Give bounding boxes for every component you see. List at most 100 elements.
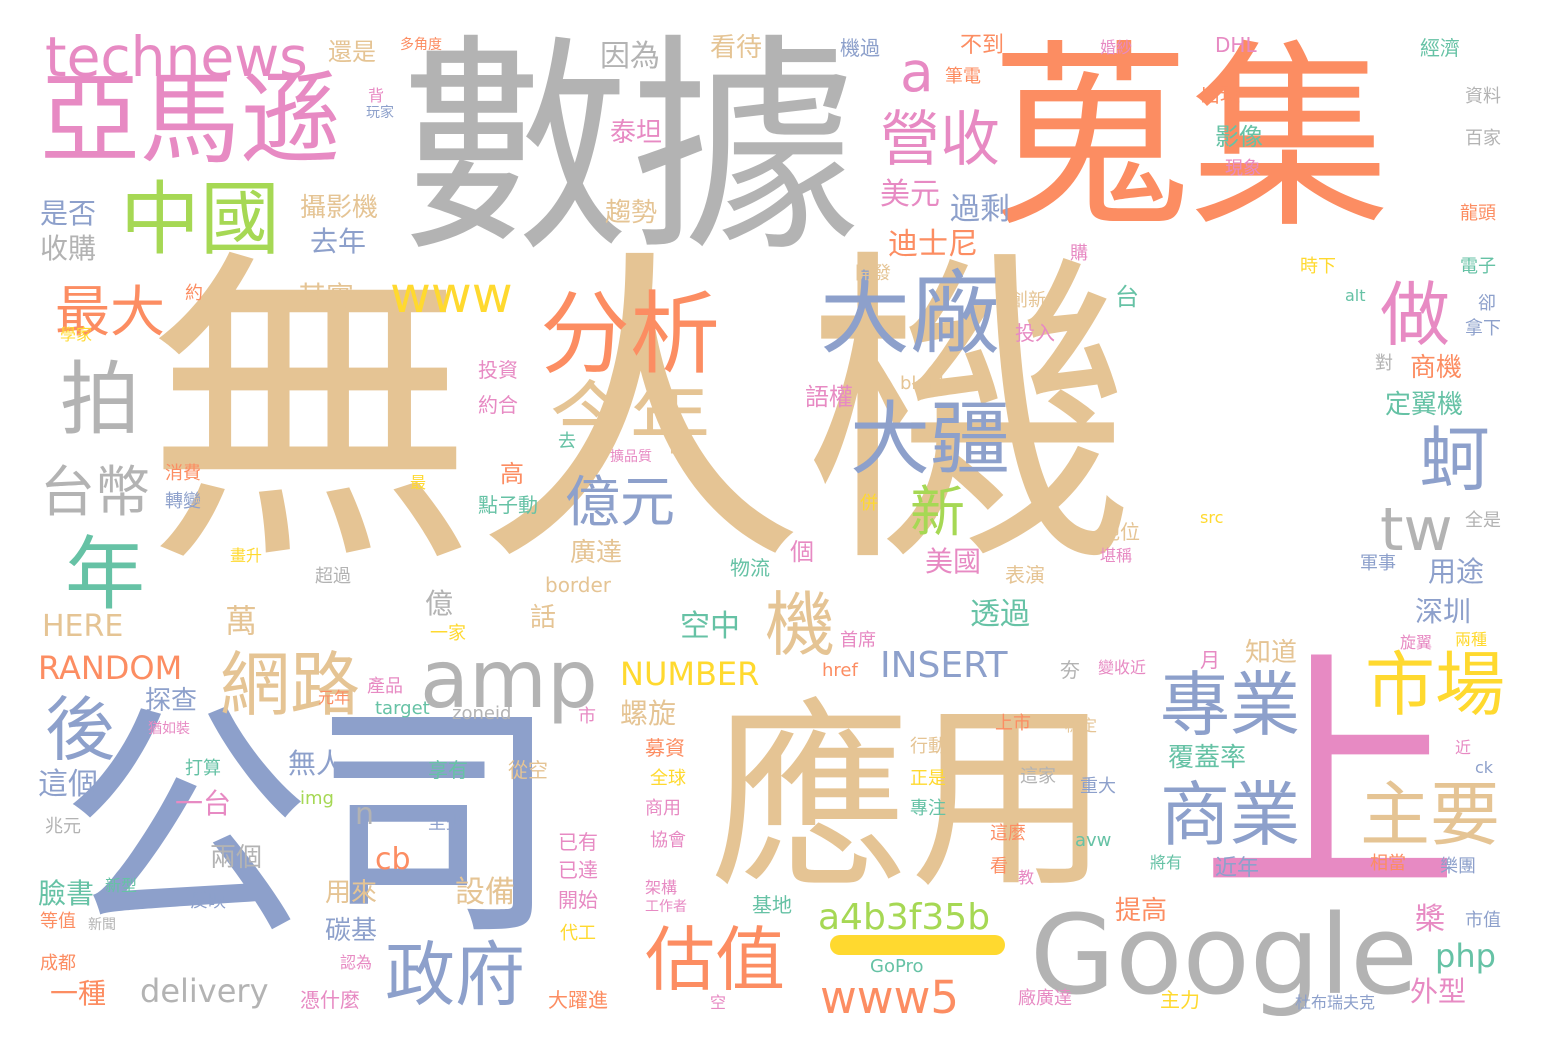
word-102: 堪稱 [1100,546,1133,565]
word-23: 網路 [220,644,360,726]
word-18: 最大 [55,280,166,344]
word-124: 旋翼 [1400,633,1433,652]
word-34: 估值 [645,919,785,1001]
word-6: Google [1030,891,1418,1019]
word-162: 這麼 [990,823,1026,844]
word-113: 畫升 [230,546,263,565]
word-147: 享有 [428,758,468,782]
word-153: 這個 [38,767,98,802]
word-87: 約 [185,283,203,304]
word-167: 教 [1018,868,1035,887]
word-17: 蚵 [1420,419,1490,501]
word-22: 後 [45,689,115,771]
word-150: 這家 [1020,766,1056,787]
word-121: 深圳 [1415,595,1472,628]
word-69: 資料 [1465,86,1501,107]
word-1: 數據 [400,16,861,283]
word-24: www [390,266,513,324]
word-127: 月 [1200,648,1220,672]
word-30: 專業 [1160,664,1300,746]
word-37: a4b3f35b [818,897,991,938]
word-178: 基地 [752,893,792,917]
word-65: DHL [1215,33,1257,57]
word-70: 影像 [1215,123,1263,151]
word-51: 泰坦 [610,118,663,148]
word-38: INSERT [880,645,1008,686]
word-55: 攝影機 [300,193,379,223]
word-16: 做 [1380,274,1450,356]
word-96: 點子動 [478,493,538,517]
word-163: avw [1075,830,1112,851]
word-129: 夯 [1060,658,1080,682]
word-169: 近年 [1215,856,1260,881]
word-21: 年 [65,528,145,621]
word-191: 一種 [50,977,107,1010]
word-98: 消費 [165,463,201,484]
word-123: 知道 [1245,638,1298,668]
word-148: 從空 [508,758,548,782]
word-165: 已達 [558,858,598,882]
word-42: delivery [140,972,269,1010]
word-88: 學家 [60,325,93,344]
word-138: 穩定 [1065,716,1098,735]
word-183: 代工 [560,923,596,944]
word-36: www5 [820,971,960,1024]
word-28: a [900,40,934,104]
word-195: 廠廣達 [1018,988,1072,1009]
word-190: GoPro [870,956,924,977]
word-133: 元年 [318,688,351,707]
word-182: 碳基 [325,916,378,946]
word-92: 約合 [478,393,518,417]
word-43: php [1435,937,1496,975]
word-7: amp [420,633,598,726]
word-164: 兩個 [210,843,263,873]
word-19: 拍 [60,353,140,446]
word-104: 全是 [1465,510,1501,531]
word-81: 卻 [1478,293,1496,314]
word-27: tw [1380,495,1453,565]
word-131: 探查 [145,686,198,716]
word-9: technews [45,25,308,89]
word-74: 購 [1070,243,1088,264]
word-63: 不到 [960,33,1005,58]
word-171: 樂團 [1440,856,1476,877]
word-83: 台 [1115,283,1139,311]
word-52: 趨勢 [605,198,658,228]
word-60: 玩家 [366,105,394,121]
word-54: 收購 [40,232,97,265]
word-101: 地位 [1100,520,1140,544]
word-118: 話 [530,603,557,633]
word-59: 背 [368,86,385,105]
word-172: 新型 [105,876,138,895]
word-176: 架構 [645,878,678,897]
word-109: 表演 [1005,563,1045,587]
word-11: 分析 [540,282,720,387]
word-75: 時下 [1300,256,1336,277]
word-154: img [300,788,334,809]
word-50: 迪士尼 [888,227,978,262]
word-77: 開發 [855,263,891,284]
word-61: 多角度 [400,37,442,53]
word-62: 機過 [840,36,880,60]
word-122: 首席 [840,630,876,651]
word-170: 相當 [1370,853,1406,874]
word-106: 個 [790,538,814,566]
word-80: alt [1345,286,1366,305]
word-33: 主要 [1360,774,1500,856]
word-20: 台幣 [40,460,151,524]
word-58: 還是 [328,38,376,66]
word-152: ck [1475,758,1494,777]
word-12: 大廠 [820,262,1000,367]
word-8: 亞馬遜 [40,61,340,178]
word-186: 槳 [1415,902,1445,937]
word-110: 軍事 [1360,553,1396,574]
word-0: 無人機 [145,223,1135,607]
word-3: 公司 [60,679,560,970]
word-120: 透過 [970,597,1030,632]
word-46: 因為 [600,39,660,74]
word-103: src [1200,508,1224,527]
word-84: 商機 [1410,353,1463,383]
word-185: 新聞 [88,917,116,933]
word-10: 中國 [120,173,280,266]
word-31: 市場 [1365,644,1505,726]
